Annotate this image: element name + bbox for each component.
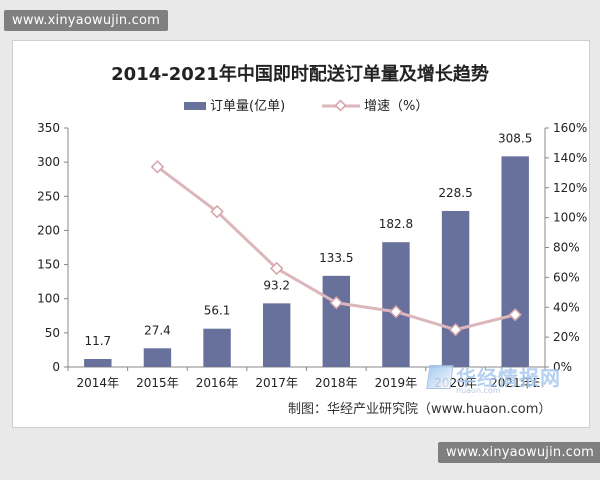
chart-credit: 制图：华经产业研究院（www.huaon.com）: [288, 402, 552, 417]
y-left-tick-label: 100: [37, 292, 60, 306]
x-tick-label: 2016年: [196, 376, 239, 390]
logo-mark-icon: [426, 364, 454, 389]
bar-data-label: 56.1: [204, 304, 231, 318]
y-left-tick-label: 50: [45, 326, 60, 340]
watermark-top: www.xinyaowujin.com: [4, 10, 169, 31]
y-right-tick-label: 40%: [553, 300, 580, 314]
growth-point: [389, 305, 403, 319]
growth-point: [269, 261, 284, 276]
logo-text: 华经情报网: [456, 366, 561, 390]
bar: [501, 156, 529, 367]
growth-point: [210, 204, 224, 219]
growth-point: [329, 296, 344, 310]
bar-data-label: 182.8: [379, 217, 413, 231]
y-left-tick-label: 350: [37, 121, 60, 135]
bar-data-label: 133.5: [319, 251, 353, 265]
growth-point: [508, 308, 522, 322]
y-right-tick-label: 0%: [553, 360, 572, 374]
y-right-tick-label: 160%: [553, 121, 587, 135]
bar: [203, 328, 231, 367]
bar-series: [84, 156, 529, 367]
bar: [322, 275, 351, 367]
line-series: [150, 160, 522, 337]
bar-data-label: 308.5: [498, 131, 532, 145]
x-tick-label: 2021年E: [490, 376, 540, 390]
legend-bar-swatch: [184, 102, 206, 110]
y-right-tick-label: 20%: [553, 330, 580, 344]
y-right-tick-label: 140%: [553, 151, 587, 165]
y-right-tick-label: 100%: [553, 211, 587, 225]
y-left-tick-label: 200: [37, 223, 60, 237]
bar-data-label: 11.7: [84, 334, 111, 348]
logo-subtext: huaon.com: [456, 386, 501, 395]
growth-point: [448, 322, 463, 337]
y-right-tick-label: 60%: [553, 270, 580, 284]
x-tick-label: 2018年: [315, 376, 358, 390]
bar-data-label: 27.4: [144, 323, 171, 337]
bar-data-label: 228.5: [438, 186, 472, 200]
x-tick-label: 2014年: [77, 376, 120, 390]
y-left-tick-label: 300: [37, 155, 60, 169]
legend: 订单量(亿单) 增速（%）: [184, 99, 428, 114]
legend-line-label: 增速（%）: [364, 99, 428, 114]
bar-data-label: 93.2: [263, 278, 290, 292]
bar: [382, 242, 410, 367]
y-right-tick-label: 120%: [553, 181, 587, 195]
x-tick-label: 2019年: [375, 376, 418, 390]
y-left-tick-label: 150: [37, 258, 60, 272]
legend-line-marker: [334, 99, 347, 112]
bar: [441, 210, 470, 367]
bar: [84, 359, 112, 367]
bar: [262, 303, 291, 367]
y-right-tick-label: 80%: [553, 241, 580, 255]
chart-title: 2014-2021年中国即时配送订单量及增长趋势: [111, 63, 489, 85]
legend-bar-label: 订单量(亿单): [210, 99, 285, 114]
x-tick-label: 2015年: [136, 376, 179, 390]
x-tick-label: 2017年: [255, 376, 298, 390]
logo: 华经情报网: [426, 362, 561, 391]
data-labels: 11.7 27.4 56.1 93.2 133.5 182.8 228.5 308.5: [84, 131, 532, 348]
watermark-bottom: www.xinyaowujin.com: [438, 442, 600, 463]
growth-point: [150, 160, 165, 174]
y-left-tick-label: 250: [37, 189, 60, 203]
bar: [143, 348, 172, 367]
y-left-tick-label: 0: [52, 360, 60, 374]
